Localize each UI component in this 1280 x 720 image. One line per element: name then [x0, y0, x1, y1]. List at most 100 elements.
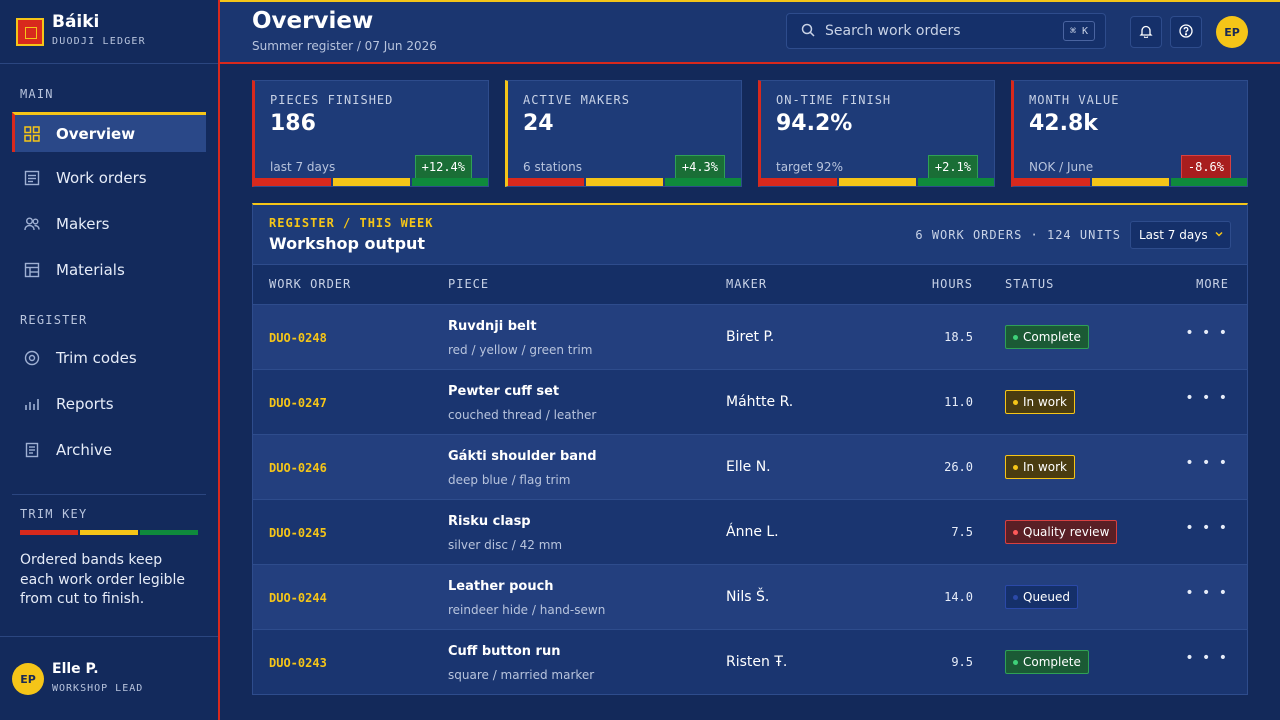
sidebar-item-label: Archive	[56, 441, 113, 459]
date-range-value: Last 7 days	[1139, 228, 1208, 242]
kpi-trim-bands	[1014, 178, 1247, 186]
piece-name: Gákti shoulder band	[448, 449, 597, 464]
kpi-subtext: last 7 days	[270, 160, 336, 174]
piece-detail: couched thread / leather	[448, 408, 597, 422]
user-role: WORKSHOP LEAD	[52, 683, 144, 694]
divider	[12, 494, 206, 495]
trim-band-yellow	[80, 530, 138, 535]
work-order-id[interactable]: DUO-0244	[269, 591, 327, 605]
more-actions-button[interactable]: • • •	[1185, 650, 1229, 666]
status-badge: Complete	[1005, 325, 1089, 349]
column-header-piece[interactable]: PIECE	[448, 277, 490, 291]
status-label: Complete	[1023, 330, 1081, 344]
work-order-id[interactable]: DUO-0247	[269, 396, 327, 410]
kpi-value: 24	[523, 111, 554, 136]
brand-logo	[16, 18, 44, 46]
kpi-label: ACTIVE MAKERS	[523, 93, 630, 107]
avatar: EP	[12, 663, 44, 695]
sidebar-item-label: Trim codes	[56, 349, 137, 367]
notifications-button[interactable]	[1130, 16, 1162, 48]
panel-count: 6 WORK ORDERS · 124 UNITS	[915, 228, 1121, 242]
sidebar-item-work-orders[interactable]: Work orders	[12, 158, 206, 198]
table-icon	[24, 262, 40, 278]
header-avatar[interactable]: EP	[1216, 16, 1248, 48]
more-actions-button[interactable]: • • •	[1185, 325, 1229, 341]
kpi-card-active-makers: ACTIVE MAKERS 24 6 stations +4.3%	[505, 80, 742, 187]
status-dot	[1013, 594, 1018, 600]
more-icon: • • •	[1185, 455, 1229, 471]
date-range-select[interactable]: Last 7 days	[1130, 221, 1231, 249]
trim-band-yellow	[839, 178, 916, 186]
table-row[interactable]: DUO-0245 Risku clasp silver disc / 42 mm…	[253, 500, 1247, 565]
work-order-id[interactable]: DUO-0248	[269, 331, 327, 345]
column-header-maker[interactable]: MAKER	[726, 277, 768, 291]
status-badge: Queued	[1005, 585, 1079, 609]
piece-detail: red / yellow / green trim	[448, 343, 593, 357]
sidebar-item-label: Makers	[56, 215, 110, 233]
brand-subtitle: DUODJI LEDGER	[52, 36, 146, 47]
user-profile[interactable]: EP Elle P. WORKSHOP LEAD	[0, 636, 218, 720]
kpi-subtext: NOK / June	[1029, 160, 1094, 174]
more-actions-button[interactable]: • • •	[1185, 390, 1229, 406]
maker-name: Ánne L.	[726, 524, 779, 540]
kpi-label: MONTH VALUE	[1029, 93, 1120, 107]
brand-name: Báiki	[52, 12, 100, 32]
kpi-value: 94.2%	[776, 111, 853, 136]
column-header-work-order[interactable]: WORK ORDER	[269, 277, 352, 291]
table-row[interactable]: DUO-0248 Ruvdnji belt red / yellow / gre…	[253, 305, 1247, 370]
column-header-status[interactable]: STATUS	[1005, 277, 1055, 291]
trim-key-bands	[20, 530, 198, 535]
users-icon	[24, 216, 40, 232]
more-actions-button[interactable]: • • •	[1185, 585, 1229, 601]
piece-detail: deep blue / flag trim	[448, 473, 571, 487]
table-row[interactable]: DUO-0244 Leather pouch reindeer hide / h…	[253, 565, 1247, 630]
sidebar-item-overview[interactable]: Overview	[12, 112, 206, 152]
more-actions-button[interactable]: • • •	[1185, 455, 1229, 471]
status-dot	[1013, 399, 1018, 405]
sidebar-item-label: Materials	[56, 261, 125, 279]
maker-name: Risten Ŧ.	[726, 654, 788, 670]
table-row[interactable]: DUO-0247 Pewter cuff set couched thread …	[253, 370, 1247, 435]
help-button[interactable]	[1170, 16, 1202, 48]
status-dot	[1013, 529, 1018, 535]
work-order-id[interactable]: DUO-0245	[269, 526, 327, 540]
hours-value: 14.0	[944, 590, 973, 604]
search-input[interactable]: Search work orders ⌘ K	[786, 13, 1106, 49]
kpi-delta-badge: +2.1%	[927, 155, 978, 179]
work-order-id[interactable]: DUO-0243	[269, 656, 327, 670]
kpi-value: 42.8k	[1029, 111, 1098, 136]
piece-name: Ruvdnji belt	[448, 319, 537, 334]
kpi-trim-bands	[508, 178, 741, 186]
list-icon	[24, 170, 40, 186]
status-label: Quality review	[1023, 525, 1110, 539]
sidebar-item-archive[interactable]: Archive	[12, 430, 206, 470]
section-label-register: REGISTER	[20, 313, 88, 327]
help-icon	[1179, 23, 1193, 42]
sidebar-item-makers[interactable]: Makers	[12, 204, 206, 244]
piece-detail: reindeer hide / hand-sewn	[448, 603, 606, 617]
trim-band-green	[140, 530, 198, 535]
piece-name: Leather pouch	[448, 579, 554, 594]
section-label-main: MAIN	[20, 87, 54, 101]
status-dot	[1013, 464, 1018, 470]
work-order-id[interactable]: DUO-0246	[269, 461, 327, 475]
sidebar-item-materials[interactable]: Materials	[12, 250, 206, 290]
search-placeholder: Search work orders	[825, 23, 961, 39]
table-row[interactable]: DUO-0243 Cuff button run square / marrie…	[253, 630, 1247, 695]
bell-icon	[1139, 23, 1153, 42]
table-row[interactable]: DUO-0246 Gákti shoulder band deep blue /…	[253, 435, 1247, 500]
sidebar-item-trim-codes[interactable]: Trim codes	[12, 338, 206, 378]
hours-value: 9.5	[951, 655, 973, 669]
more-icon: • • •	[1185, 325, 1229, 341]
sidebar-item-reports[interactable]: Reports	[12, 384, 206, 424]
column-header-hours[interactable]: HOURS	[931, 277, 973, 291]
status-badge: Quality review	[1005, 520, 1118, 544]
more-actions-button[interactable]: • • •	[1185, 520, 1229, 536]
kpi-delta-badge: +4.3%	[674, 155, 725, 179]
column-header-more: MORE	[1196, 277, 1229, 291]
more-icon: • • •	[1185, 585, 1229, 601]
more-icon: • • •	[1185, 390, 1229, 406]
status-label: Queued	[1023, 590, 1071, 604]
top-header: Overview Summer register / 07 Jun 2026 S…	[220, 0, 1280, 64]
kpi-value: 186	[270, 111, 316, 136]
